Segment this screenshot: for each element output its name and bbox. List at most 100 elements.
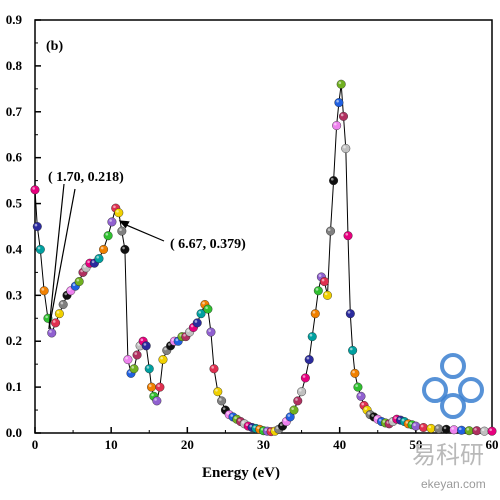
data-point-highlight xyxy=(318,274,322,277)
data-point xyxy=(144,364,154,374)
data-point-highlight xyxy=(116,210,119,213)
data-point xyxy=(449,425,459,435)
data-point xyxy=(107,217,117,227)
data-point xyxy=(418,422,428,432)
data-point xyxy=(345,309,355,319)
annotation-min-arrow xyxy=(48,188,76,330)
watermark-url: ekeyan.com xyxy=(421,477,486,491)
data-point xyxy=(310,309,320,319)
data-point-highlight xyxy=(175,338,179,342)
x-axis-title: Energy (eV) xyxy=(202,465,280,481)
data-point-highlight xyxy=(358,393,361,397)
data-point-highlight xyxy=(409,422,413,425)
data-point-highlight xyxy=(324,292,328,296)
data-point-highlight xyxy=(76,278,80,282)
data-point-highlight xyxy=(87,260,90,264)
panel-label: (b) xyxy=(46,39,63,54)
data-point-highlight xyxy=(37,246,41,250)
data-point-highlight xyxy=(238,418,241,422)
axes xyxy=(34,19,493,434)
data-point-highlight xyxy=(91,260,95,264)
data-point-highlight xyxy=(167,343,171,346)
data-point xyxy=(35,244,45,254)
data-point-highlight xyxy=(413,423,416,427)
data-point-highlight xyxy=(41,288,45,291)
data-point-highlight xyxy=(352,370,355,374)
data-point-highlight xyxy=(350,347,353,351)
data-point xyxy=(353,382,363,392)
data-point-highlight xyxy=(194,320,198,323)
ekeyan-logo-icon xyxy=(422,353,484,419)
data-point-highlight xyxy=(443,426,447,430)
data-point xyxy=(120,244,130,254)
data-point-highlight xyxy=(264,428,268,432)
annotation-peak-label: ( 6.67, 0.379) xyxy=(170,237,246,252)
data-point-highlight xyxy=(134,352,138,355)
data-point-highlight xyxy=(45,315,48,319)
data-point-highlight xyxy=(249,424,253,428)
data-point-highlight xyxy=(68,288,71,291)
annotation-peak-arrow xyxy=(124,223,165,242)
data-point xyxy=(203,304,213,314)
data-point-highlight xyxy=(451,427,454,430)
data-point xyxy=(129,364,139,374)
data-point xyxy=(472,426,482,436)
data-point xyxy=(152,396,162,406)
y-tick-label: 0.8 xyxy=(6,58,23,73)
data-point-highlight xyxy=(330,177,334,181)
data-point-highlight xyxy=(34,223,38,227)
y-tick-label: 0.9 xyxy=(6,12,23,27)
data-point-highlight xyxy=(56,310,60,314)
data-point-highlight xyxy=(287,414,291,417)
data-point-highlight xyxy=(345,232,349,236)
data-point xyxy=(441,424,451,434)
data-point xyxy=(155,382,165,392)
data-point-highlight xyxy=(202,301,205,305)
data-point-highlight xyxy=(219,398,222,401)
data-point-highlight xyxy=(154,398,157,401)
data-point xyxy=(434,424,444,434)
data-point-highlight xyxy=(148,384,152,388)
data-point-highlight xyxy=(183,333,186,337)
data-point-highlight xyxy=(215,389,218,392)
data-point xyxy=(479,426,489,436)
data-point xyxy=(319,277,329,287)
data-point xyxy=(206,327,216,337)
data-point xyxy=(58,300,68,310)
data-point xyxy=(123,355,133,365)
watermark-chinese: 易科研 xyxy=(412,441,484,469)
data-point-highlight xyxy=(187,329,190,332)
series-line xyxy=(34,84,492,433)
data-point-highlight xyxy=(96,255,99,259)
data-point xyxy=(209,364,219,374)
data-point-highlight xyxy=(109,219,112,222)
data-point-highlight xyxy=(312,310,316,314)
x-tick-label: 10 xyxy=(105,437,118,452)
data-point-highlight xyxy=(190,324,194,328)
data-point-highlight xyxy=(347,310,351,314)
x-tick-label: 30 xyxy=(257,437,270,452)
data-point xyxy=(54,309,64,319)
data-point-highlight xyxy=(208,329,211,332)
data-point-highlight xyxy=(198,310,202,314)
data-point-highlight xyxy=(226,411,230,415)
data-point xyxy=(356,391,366,401)
data-point-highlight xyxy=(260,428,264,431)
data-point-highlight xyxy=(205,306,208,310)
y-tick-label: 0.5 xyxy=(6,196,23,211)
data-point-highlight xyxy=(143,343,147,346)
data-point xyxy=(336,79,346,89)
x-tick-label: 60 xyxy=(486,437,499,452)
data-point-highlight xyxy=(253,425,256,429)
data-point xyxy=(51,318,61,328)
data-point-highlight xyxy=(355,384,358,388)
y-tick-label: 0.3 xyxy=(6,287,23,302)
data-point xyxy=(348,345,358,355)
data-point-highlight xyxy=(151,393,154,397)
data-point-highlight xyxy=(458,427,462,431)
data-point xyxy=(426,423,436,433)
data-point xyxy=(329,176,339,186)
data-point xyxy=(103,231,113,241)
data-point-highlight xyxy=(230,414,234,417)
data-point-highlight xyxy=(257,426,260,430)
